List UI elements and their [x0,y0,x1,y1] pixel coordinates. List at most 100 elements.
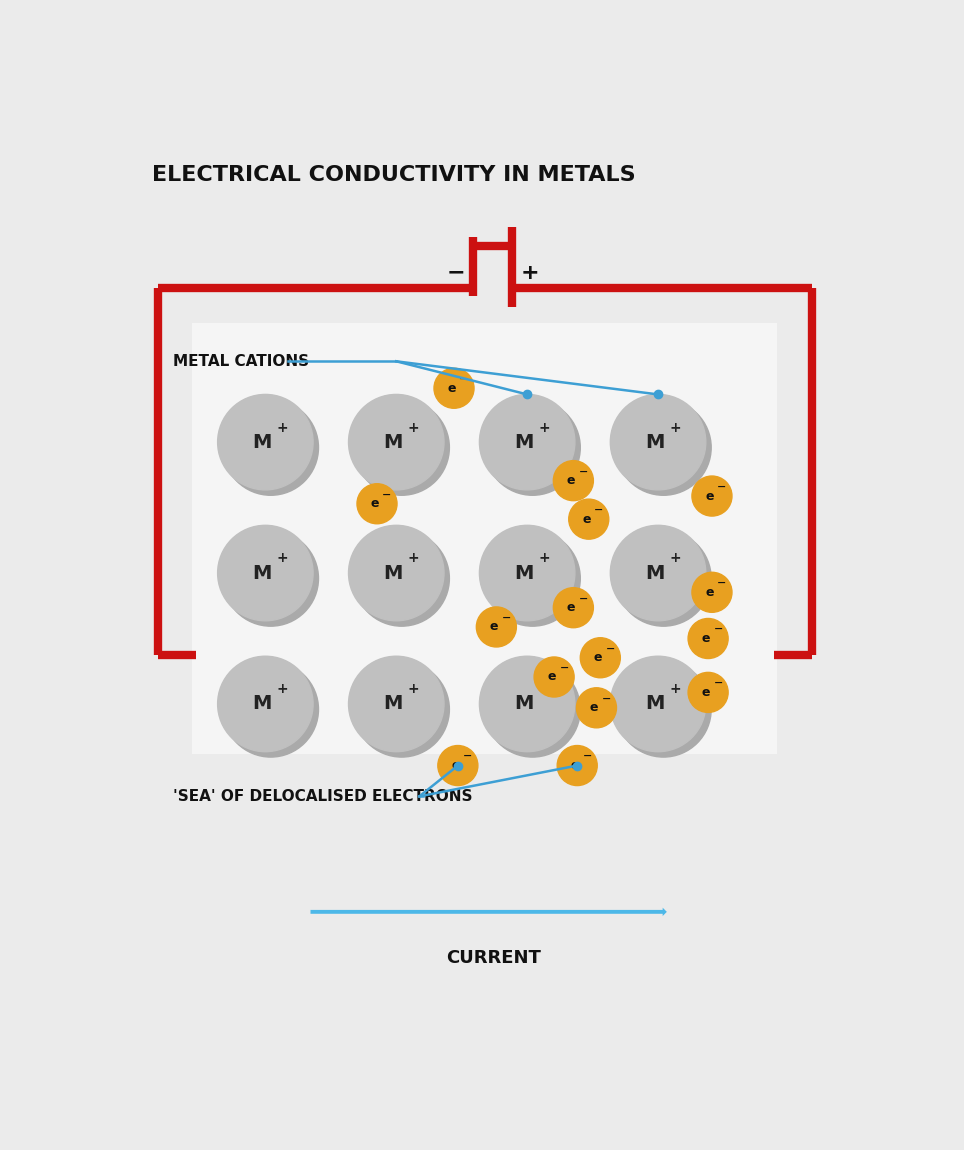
Text: M: M [253,432,272,452]
Text: e: e [567,601,576,614]
Text: +: + [408,682,419,696]
Text: +: + [408,551,419,566]
Circle shape [479,394,575,490]
Text: CURRENT: CURRENT [446,949,542,967]
Circle shape [688,673,728,712]
Circle shape [223,400,318,496]
Circle shape [349,394,444,490]
Text: M: M [515,432,534,452]
Text: METAL CATIONS: METAL CATIONS [173,354,309,369]
Text: −: − [582,751,592,761]
Circle shape [688,619,728,659]
Text: −: − [594,505,603,515]
Text: −: − [578,593,588,604]
Circle shape [349,657,444,752]
Text: +: + [408,421,419,435]
Circle shape [476,607,517,647]
Text: e: e [447,382,456,394]
Text: 'SEA' OF DELOCALISED ELECTRONS: 'SEA' OF DELOCALISED ELECTRONS [173,789,472,804]
Circle shape [616,400,711,496]
Text: +: + [669,682,681,696]
Circle shape [485,530,580,627]
Text: +: + [277,682,288,696]
Text: +: + [669,551,681,566]
Circle shape [580,638,620,677]
Circle shape [354,661,449,757]
Circle shape [223,530,318,627]
Text: +: + [277,551,288,566]
Text: +: + [538,421,549,435]
Circle shape [434,368,474,408]
Circle shape [223,661,318,757]
Text: −: − [713,678,723,688]
Text: e: e [702,685,710,699]
Circle shape [485,400,580,496]
Text: M: M [384,564,403,583]
Text: e: e [582,513,591,526]
Circle shape [438,745,478,785]
Text: M: M [645,695,664,713]
Text: e: e [706,585,714,599]
Text: −: − [501,613,511,622]
Circle shape [357,484,397,523]
Circle shape [576,688,617,728]
Text: ELECTRICAL CONDUCTIVITY IN METALS: ELECTRICAL CONDUCTIVITY IN METALS [152,164,636,185]
Circle shape [616,661,711,757]
Text: −: − [602,693,611,704]
Text: −: − [717,482,727,492]
Text: +: + [277,421,288,435]
Text: −: − [717,578,727,588]
Circle shape [692,476,732,516]
Text: M: M [384,695,403,713]
Text: +: + [538,682,549,696]
Text: +: + [521,262,539,283]
Text: +: + [669,421,681,435]
Bar [192,323,777,754]
Circle shape [610,394,706,490]
Text: +: + [538,551,549,566]
Text: −: − [578,467,588,476]
Circle shape [553,461,594,500]
Text: e: e [490,621,498,634]
Circle shape [218,394,313,490]
Circle shape [218,657,313,752]
Circle shape [349,526,444,621]
Circle shape [610,657,706,752]
Circle shape [692,573,732,612]
Text: e: e [370,497,379,511]
Text: −: − [383,490,391,499]
Text: e: e [594,651,602,665]
Circle shape [485,661,580,757]
Text: M: M [253,564,272,583]
Text: −: − [446,262,465,283]
Text: −: − [559,662,569,673]
Circle shape [354,530,449,627]
Text: e: e [451,759,460,772]
Text: −: − [605,644,615,653]
Circle shape [534,657,575,697]
Text: −: − [463,751,472,761]
Text: e: e [548,670,556,683]
Circle shape [569,499,609,539]
Text: e: e [702,632,710,645]
Circle shape [479,657,575,752]
Text: M: M [253,695,272,713]
Text: M: M [384,432,403,452]
Text: e: e [571,759,579,772]
Text: e: e [590,702,599,714]
Circle shape [553,588,594,628]
Text: M: M [645,564,664,583]
Circle shape [610,526,706,621]
Text: M: M [515,695,534,713]
Text: −: − [713,624,723,635]
Circle shape [354,400,449,496]
Circle shape [557,745,598,785]
Circle shape [616,530,711,627]
Text: −: − [459,374,469,384]
Circle shape [218,526,313,621]
Text: M: M [645,432,664,452]
Text: e: e [706,490,714,503]
Circle shape [479,526,575,621]
Text: e: e [567,474,576,488]
Text: M: M [515,564,534,583]
